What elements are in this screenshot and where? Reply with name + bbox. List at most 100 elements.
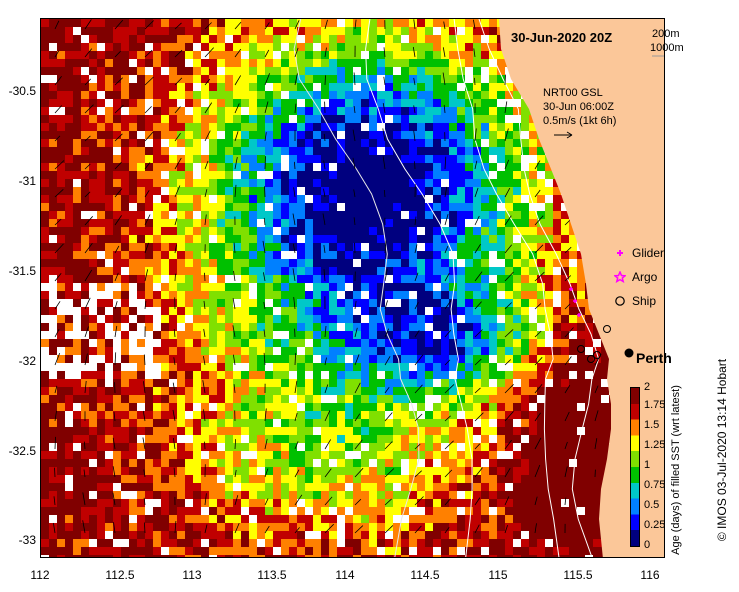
sst-age-cell [361,315,369,323]
sst-age-cell [89,107,97,115]
sst-age-cell [81,363,89,371]
sst-age-cell [569,235,577,243]
sst-age-cell [129,451,137,459]
sst-age-cell [161,531,169,539]
sst-age-cell [465,139,473,147]
sst-age-cell [537,427,545,435]
ship-marker[interactable] [587,355,595,363]
sst-age-cell [601,355,609,363]
sst-age-cell [169,363,177,371]
sst-age-cell [529,139,537,147]
sst-age-cell [329,243,337,251]
sst-age-cell [113,379,121,387]
sst-age-cell [329,83,337,91]
sst-age-cell [409,299,417,307]
sst-age-cell [49,411,57,419]
sst-age-cell [185,459,193,467]
sst-age-cell [97,291,105,299]
sst-age-cell [257,459,265,467]
sst-age-cell [409,107,417,115]
sst-age-cell [425,323,433,331]
sst-age-cell [185,155,193,163]
sst-age-cell [449,131,457,139]
sst-age-cell [97,219,105,227]
sst-age-cell [449,155,457,163]
sst-age-cell [241,555,249,557]
current-arrow [354,439,363,450]
sst-age-cell [169,459,177,467]
ship-marker[interactable] [577,345,585,353]
sst-age-cell [265,131,273,139]
sst-age-cell [209,451,217,459]
sst-map[interactable] [40,18,665,558]
sst-age-cell [321,387,329,395]
sst-age-cell [577,443,585,451]
sst-age-cell [449,459,457,467]
sst-age-cell [393,67,401,75]
sst-age-cell [401,419,409,427]
current-arrow [264,525,270,534]
sst-age-cell [57,275,65,283]
sst-age-cell [113,331,121,339]
sst-age-cell [417,219,425,227]
sst-age-cell [457,515,465,523]
sst-age-cell [217,283,225,291]
sst-age-cell [169,43,177,51]
sst-age-cell [217,347,225,355]
sst-age-cell [201,507,209,515]
sst-age-cell [73,427,81,435]
sst-age-cell [577,371,585,379]
sst-age-cell [89,435,97,443]
sst-age-cell [137,363,145,371]
sst-age-cell [193,67,201,75]
glider-marker[interactable] [577,313,581,317]
sst-age-cell [177,427,185,435]
current-arrow [444,359,451,366]
sst-age-cell [529,259,537,267]
current-arrow [354,467,364,478]
sst-age-cell [377,227,385,235]
sst-age-cell [481,67,489,75]
sst-age-cell [225,395,233,403]
sst-age-cell [361,219,369,227]
current-arrow [474,443,481,450]
sst-age-cell [401,27,409,35]
sst-age-cell [217,67,225,75]
sst-age-cell [321,403,329,411]
sst-age-cell [89,427,97,435]
sst-age-cell [97,195,105,203]
sst-age-cell [385,251,393,259]
sst-age-cell [305,35,313,43]
sst-age-cell [305,251,313,259]
sst-age-cell [329,27,337,35]
ship-marker[interactable] [593,351,601,359]
sst-age-cell [313,51,321,59]
sst-age-cell [569,555,577,557]
sst-age-cell [201,555,209,557]
perth-marker[interactable] [624,348,634,358]
sst-age-cell [249,147,257,155]
sst-age-cell [417,195,425,203]
glider-marker[interactable] [573,299,577,303]
sst-age-cell [81,43,89,51]
sst-age-cell [289,107,297,115]
sst-age-cell [505,491,513,499]
sst-age-cell [457,451,465,459]
sst-age-cell [225,171,233,179]
current-arrow [144,76,154,86]
sst-age-cell [273,243,281,251]
sst-age-cell [521,427,529,435]
sst-age-cell [97,411,105,419]
sst-age-cell [313,451,321,459]
sst-age-cell [401,155,409,163]
current-arrow [174,77,183,86]
sst-age-cell [465,427,473,435]
sst-age-cell [345,355,353,363]
sst-age-cell [305,307,313,315]
ship-marker[interactable] [603,325,611,333]
current-arrow [504,159,510,170]
sst-age-cell [441,139,449,147]
sst-age-cell [265,139,273,147]
glider-marker[interactable] [569,287,573,291]
sst-age-cell [177,275,185,283]
